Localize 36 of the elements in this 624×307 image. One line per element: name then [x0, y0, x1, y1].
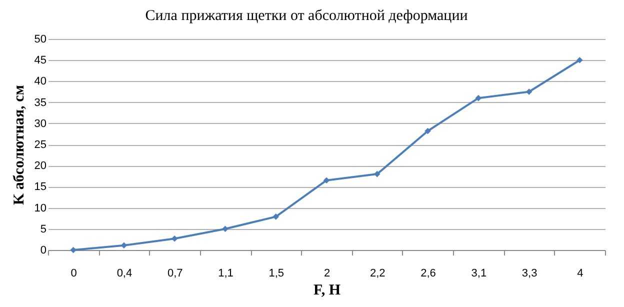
- point: [222, 226, 228, 232]
- y-tick-label: 5: [40, 223, 46, 236]
- y-tick-label: 45: [34, 54, 46, 67]
- y-tick-label: 35: [34, 96, 46, 109]
- x-tick-label: 3,1: [471, 268, 487, 280]
- point: [424, 128, 431, 134]
- point: [70, 246, 76, 254]
- y-tick-label: 50: [34, 34, 46, 46]
- x-tick-label: 2: [324, 268, 330, 280]
- x-tick-label: 2,2: [370, 268, 386, 280]
- y-tick-label: 10: [34, 202, 46, 214]
- point: [323, 177, 330, 184]
- y-tick-label: 0: [40, 244, 46, 256]
- point: [171, 235, 178, 242]
- y-tick-label: 40: [34, 76, 46, 88]
- x-tick-label: 1,1: [218, 268, 234, 280]
- x-tick-label: 0: [70, 268, 77, 280]
- y-tick-label: 30: [34, 118, 46, 130]
- x-tick-label: 0,4: [116, 268, 132, 280]
- y-tick-label: 25: [34, 139, 46, 151]
- point: [475, 94, 482, 102]
- x-tick-label: 2,6: [420, 268, 436, 280]
- x-axis-title: F, H: [314, 282, 341, 298]
- y-tick-label: 20: [34, 160, 46, 172]
- chart-title: Сила прижатия щетки от абсолютной деформации: [145, 8, 468, 24]
- point: [374, 170, 380, 178]
- x-tick-label: 1,5: [268, 268, 284, 280]
- point: [272, 214, 280, 220]
- x-tick-label: 3,3: [522, 268, 538, 280]
- point: [526, 88, 532, 95]
- point: [576, 56, 583, 64]
- point: [120, 242, 128, 249]
- y-axis-title: K абсолютная, см: [11, 84, 28, 206]
- y-tick-label: 15: [34, 181, 46, 194]
- x-tick-label: 4: [577, 268, 584, 280]
- x-tick-label: 0,7: [167, 268, 183, 280]
